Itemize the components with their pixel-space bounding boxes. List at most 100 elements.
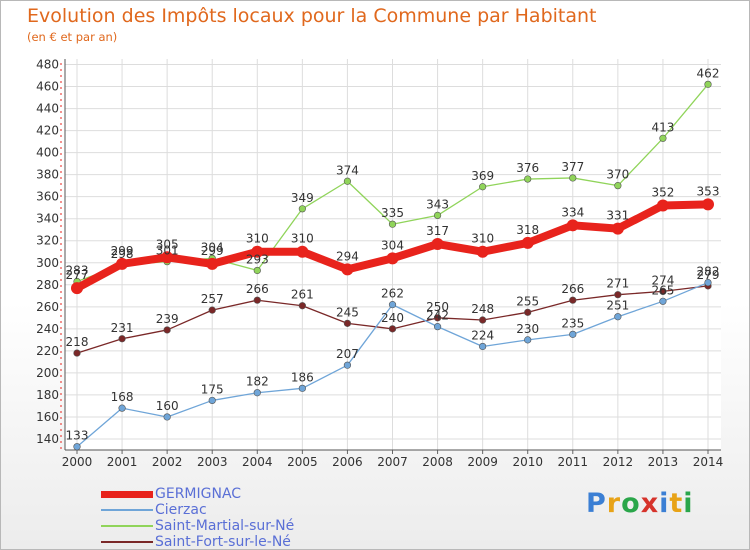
data-label: 230 — [516, 322, 539, 336]
y-tick-label: 300 — [36, 256, 59, 270]
data-label: 160 — [156, 399, 179, 413]
chart-subtitle: (en € et par an) — [27, 30, 118, 44]
y-tick-label: 200 — [36, 366, 59, 380]
data-label: 310 — [291, 232, 314, 246]
data-point — [479, 183, 487, 191]
legend-label: Saint-Martial-sur-Né — [155, 518, 295, 534]
x-tick-label: 2010 — [512, 455, 543, 469]
chart-title: Evolution des Impôts locaux pour la Comm… — [27, 5, 597, 27]
data-label: 250 — [426, 300, 449, 314]
y-tick-label: 280 — [36, 278, 59, 292]
data-label: 277 — [66, 268, 89, 282]
data-point — [73, 349, 81, 357]
data-label: 374 — [336, 163, 359, 177]
x-tick-label: 2014 — [693, 455, 724, 469]
data-point — [118, 335, 126, 343]
data-point — [479, 316, 487, 324]
data-label: 182 — [246, 375, 269, 389]
proxiti-logo: Proxiti — [586, 488, 694, 519]
data-label: 175 — [201, 382, 224, 396]
data-point — [659, 287, 667, 295]
legend-swatch — [101, 490, 153, 498]
data-point — [341, 263, 354, 276]
data-point — [433, 314, 442, 322]
y-tick-label: 380 — [36, 168, 59, 182]
data-point — [431, 238, 444, 251]
data-label: 265 — [651, 283, 674, 297]
data-point — [388, 325, 397, 333]
data-label: 369 — [471, 169, 494, 183]
data-point — [118, 404, 126, 412]
y-tick-label: 480 — [36, 58, 59, 72]
x-tick-label: 2005 — [287, 455, 318, 469]
data-point — [208, 396, 216, 405]
data-label: 133 — [66, 429, 89, 443]
logo-letter: r — [606, 488, 622, 519]
legend-swatch — [101, 541, 153, 543]
data-label: 353 — [697, 184, 720, 198]
data-label: 352 — [651, 185, 674, 199]
data-point — [253, 389, 261, 397]
data-point — [161, 251, 174, 264]
data-point — [569, 330, 577, 338]
data-label: 343 — [426, 197, 449, 211]
y-tick-label: 220 — [36, 344, 59, 358]
data-label: 301 — [156, 244, 179, 258]
logo-letter: o — [621, 488, 641, 519]
data-point — [298, 205, 306, 213]
data-point — [343, 177, 352, 185]
data-point — [476, 245, 489, 258]
legend: GERMIGNAC Cierzac Saint-Martial-sur-Né Sain… — [101, 486, 294, 549]
data-label: 334 — [561, 205, 584, 219]
data-point — [116, 257, 129, 270]
y-tick-label: 240 — [36, 322, 59, 336]
data-label: 207 — [336, 347, 359, 361]
data-point — [163, 413, 171, 421]
data-point — [251, 245, 264, 258]
data-label: 274 — [651, 273, 674, 287]
data-label: 283 — [66, 263, 89, 277]
x-tick-label: 2001 — [107, 455, 138, 469]
legend-item-saint-martial-sur-ne: Saint-Martial-sur-Né — [101, 518, 294, 534]
data-label: 266 — [246, 282, 269, 296]
data-point — [524, 336, 532, 344]
data-label: 299 — [201, 244, 224, 258]
data-label: 282 — [697, 265, 720, 279]
data-point — [656, 199, 669, 212]
data-point — [388, 301, 397, 309]
x-tick-label: 2004 — [242, 455, 273, 469]
data-label: 462 — [697, 66, 720, 80]
data-label: 257 — [201, 292, 224, 306]
data-point — [433, 323, 442, 331]
data-label: 224 — [471, 328, 494, 342]
data-label: 261 — [291, 288, 314, 302]
data-point — [614, 313, 622, 321]
data-label: 242 — [426, 309, 449, 323]
data-point — [386, 252, 399, 265]
data-label: 349 — [291, 191, 314, 205]
y-tick-label: 180 — [36, 388, 59, 402]
y-tick-label: 320 — [36, 234, 59, 248]
data-label: 248 — [471, 302, 494, 316]
data-point — [659, 134, 667, 142]
y-tick-label: 400 — [36, 146, 59, 160]
y-tick-label: 440 — [36, 102, 59, 116]
data-point — [702, 198, 714, 211]
data-label: 377 — [561, 160, 584, 174]
data-point — [206, 257, 219, 270]
data-point — [71, 282, 83, 295]
legend-item-germignac: GERMIGNAC — [101, 486, 294, 502]
data-label: 239 — [156, 312, 179, 326]
x-tick-label: 2013 — [648, 455, 679, 469]
data-point — [566, 219, 579, 232]
data-point — [296, 245, 309, 258]
data-label: 279 — [697, 268, 720, 282]
data-label: 271 — [606, 277, 629, 291]
x-tick-label: 2002 — [152, 455, 183, 469]
data-label: 331 — [606, 209, 629, 223]
logo-letter: x — [640, 488, 660, 519]
data-label: 298 — [111, 247, 134, 261]
data-point — [704, 80, 712, 88]
